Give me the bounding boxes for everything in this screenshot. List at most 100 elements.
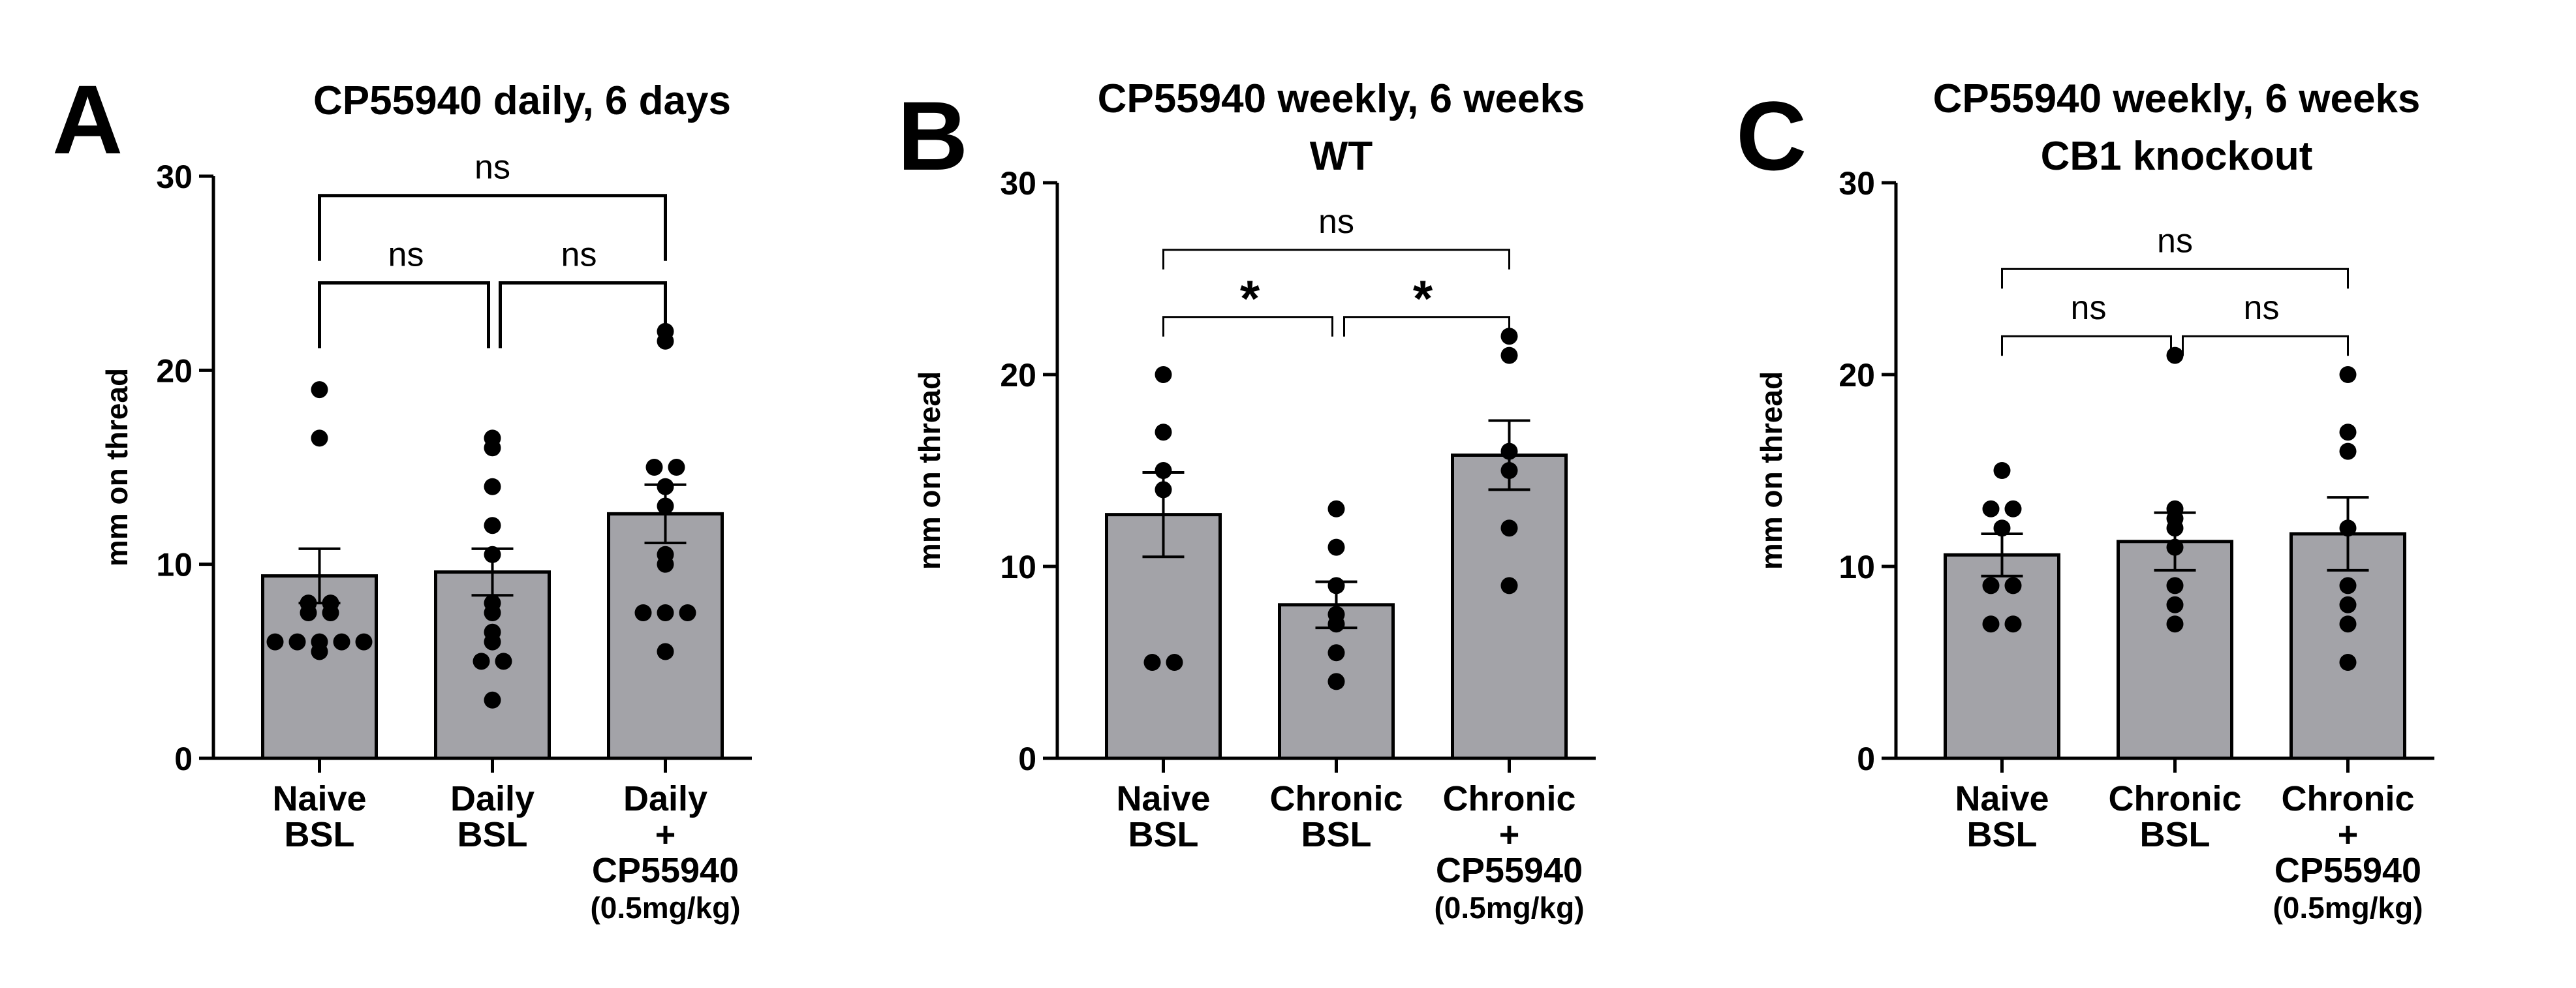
data-point [2166,596,2184,613]
panels: A CP55940 daily, 6 days mm on thread 0 10 20 3… [52,65,2434,925]
data-point [473,653,490,670]
significance-bracket [2001,335,2172,356]
data-point [1327,577,1345,594]
data-point [1327,538,1345,556]
significance-label: ns [561,236,597,274]
significance-bracket [1162,316,1333,337]
data-point [657,555,674,573]
category-label: BSL [285,815,355,854]
category-label: CP55940 [2274,851,2421,890]
data-point [2339,654,2357,671]
data-point [311,643,328,660]
significance-bracket [2182,335,2349,356]
data-point [495,653,512,670]
data-point [1993,462,2011,479]
data-point [2004,500,2022,517]
category-label: Daily [623,779,707,818]
data-point [657,478,674,495]
panel-letter: B [897,81,968,191]
y-tick-label: 20 [1839,357,1875,394]
data-point [668,459,685,476]
y-tick-label: 20 [1000,357,1036,394]
significance-label: ns [1318,203,1354,241]
data-point [484,439,501,457]
data-point [2166,538,2184,556]
category-label: (0.5mg/kg) [2273,891,2423,925]
data-point [657,497,674,515]
data-point [484,691,501,709]
significance-bracket [2001,268,2349,289]
significance-bracket [499,281,667,348]
significance-label: ns [2244,289,2280,327]
category-label: BSL [2140,815,2211,854]
y-tick-label: 10 [1000,549,1036,585]
category-label: BSL [1128,815,1199,854]
data-point [2004,577,2022,594]
bar [261,574,378,760]
data-point [1982,577,2000,594]
data-point [1155,462,1172,479]
y-tick-label: 0 [1018,741,1036,777]
category-label: Chronic [1269,779,1403,818]
chart-title: CP55940 daily, 6 days [313,78,731,123]
significance-label: * [1240,270,1260,327]
data-point [300,604,317,621]
data-point [657,643,674,660]
y-tick-label: 0 [1857,741,1875,777]
data-point [2004,615,2022,633]
data-point [2166,347,2184,364]
y-tick-label: 10 [1839,549,1875,585]
data-point [2166,577,2184,594]
y-axis-label: mm on thread [100,368,134,566]
data-point [679,604,696,621]
data-point [657,604,674,621]
category-label: BSL [1967,815,2038,854]
data-point [2166,615,2184,633]
category-label: Naive [1955,779,2049,818]
data-point [1155,366,1172,383]
data-point [1143,654,1161,671]
data-point [1982,500,2000,517]
significance-bracket [1162,249,1510,270]
category-label: + [655,815,676,854]
data-point [1500,577,1518,594]
data-point [645,459,663,476]
chart-title: CB1 knockout [2041,134,2313,179]
data-point [1155,424,1172,441]
data-point [1327,644,1345,662]
y-axis-label: mm on thread [912,371,946,570]
category-label: (0.5mg/kg) [590,891,740,925]
data-point [1327,673,1345,690]
data-point [2339,519,2357,537]
chart-title: CP55940 weekly, 6 weeks [1933,76,2421,121]
chart-title: CP55940 weekly, 6 weeks [1098,76,1585,121]
category-label: Daily [450,779,535,818]
data-point [288,633,306,651]
data-point [311,429,328,447]
y-tick-label: 10 [156,547,193,583]
data-point [2339,596,2357,613]
y-tick-label: 30 [1000,165,1036,202]
data-point [322,604,339,621]
data-point [311,381,328,399]
data-point [1500,442,1518,460]
significance-label: ns [388,236,424,274]
chart-panel-b: B CP55940 weekly, 6 weeks WT mm on thread 0 1… [897,76,1596,925]
data-point [2339,442,2357,460]
data-point [1500,347,1518,364]
y-tick-label: 0 [174,741,193,777]
data-point [2339,424,2357,441]
category-label: BSL [458,815,528,854]
significance-label: ns [474,149,510,187]
panel-letter: C [1736,81,1807,191]
y-tick-label: 30 [1839,165,1875,202]
data-point [1500,462,1518,479]
category-label: Chronic [2281,779,2414,818]
category-label: + [1499,815,1520,854]
category-label: + [2338,815,2359,854]
category-label: (0.5mg/kg) [1434,891,1584,925]
bar [1451,453,1568,760]
data-point [484,604,501,621]
